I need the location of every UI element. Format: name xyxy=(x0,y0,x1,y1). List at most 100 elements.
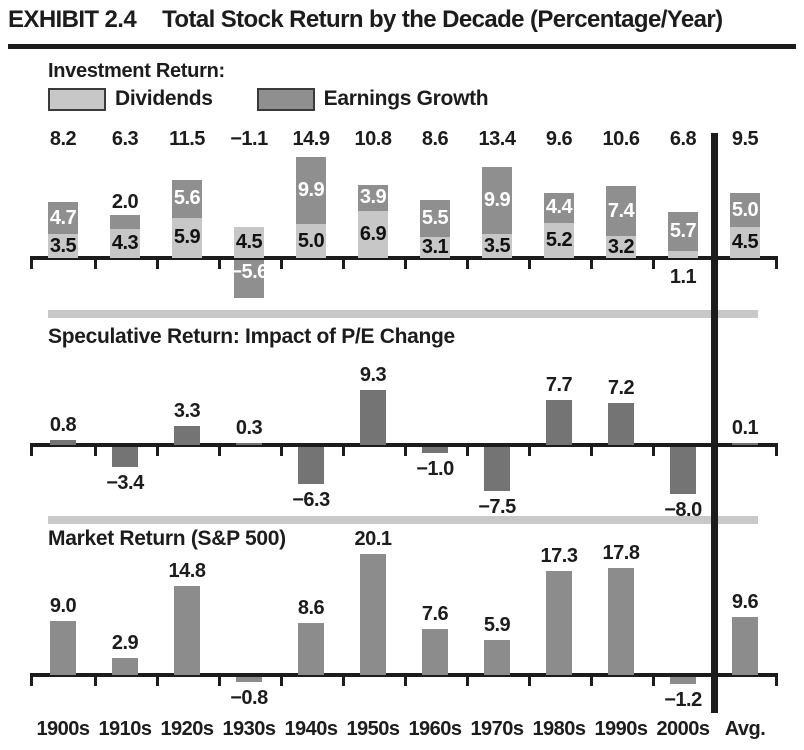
bar-1900s xyxy=(50,621,76,675)
value-label: 9.0 xyxy=(49,595,77,617)
dividends-value-label: 5.2 xyxy=(545,228,573,251)
bar-segment-earnings-1930s: −5.6 xyxy=(230,260,268,299)
total-return-label: 8.6 xyxy=(421,128,449,150)
total-return-label: 14.9 xyxy=(292,128,330,150)
dividends-value-label: 4.5 xyxy=(235,231,263,254)
dividends-value-label: 3.5 xyxy=(49,234,77,257)
bar-1980s xyxy=(546,399,572,445)
dividends-value-label: 4.3 xyxy=(111,231,139,254)
bar-1990s xyxy=(608,568,634,675)
value-label: 0.1 xyxy=(731,417,759,439)
bar-Avg. xyxy=(732,617,758,675)
axis-tick xyxy=(404,445,407,456)
axis-tick xyxy=(342,258,345,269)
value-label: 17.3 xyxy=(540,545,578,568)
bar-segment-dividends-1980s: 5.2 xyxy=(544,222,574,258)
bar-1970s xyxy=(484,447,510,492)
x-axis-label-1950s: 1950s xyxy=(346,718,400,740)
total-return-label: 10.8 xyxy=(354,128,392,150)
dividends-legend-label: Dividends xyxy=(115,87,213,110)
bar-segment-dividends-1960s: 3.1 xyxy=(420,235,450,258)
dividends-value-label: 4.5 xyxy=(731,231,759,254)
bar-segment-earnings-1900s: 4.7 xyxy=(48,202,78,235)
dividends-value-label: 3.1 xyxy=(421,235,449,258)
x-axis-label-1940s: 1940s xyxy=(284,718,338,740)
bar-segment-earnings-1960s: 5.5 xyxy=(420,199,450,237)
total-return-label: 8.2 xyxy=(49,128,77,150)
axis-tick xyxy=(775,675,778,686)
bar-segment-earnings-1940s: 9.9 xyxy=(296,156,326,224)
bar-segment-earnings-1910s xyxy=(110,215,140,229)
bar-1960s xyxy=(422,629,448,675)
value-label: −1.0 xyxy=(416,457,454,480)
axis-tick xyxy=(342,445,345,456)
value-label: 0.8 xyxy=(49,414,77,437)
bar-segment-earnings-1990s: 7.4 xyxy=(606,185,636,237)
bar-1910s xyxy=(112,657,138,675)
earnings-value-label: 3.9 xyxy=(359,186,387,209)
x-axis-label-2000s: 2000s xyxy=(656,718,710,740)
axis-tick xyxy=(590,445,593,456)
dividends-value-label: 5.9 xyxy=(173,226,201,249)
bar-segment-dividends-1920s: 5.9 xyxy=(172,217,202,258)
x-axis-label-1970s: 1970s xyxy=(470,718,524,740)
axis-tick xyxy=(156,258,159,269)
market-return-heading: Market Return (S&P 500) xyxy=(48,527,286,550)
bar-1960s xyxy=(422,447,448,453)
bar-Avg. xyxy=(732,443,758,445)
panel-separator xyxy=(48,310,758,318)
bar-2000s xyxy=(670,677,696,685)
axis-tick xyxy=(528,675,531,686)
axis-tick xyxy=(466,675,469,686)
axis-tick xyxy=(590,675,593,686)
total-return-label: 13.4 xyxy=(478,128,516,150)
earnings-value-label: 5.0 xyxy=(731,198,759,221)
average-divider-line xyxy=(711,133,718,713)
x-axis-label-1930s: 1930s xyxy=(222,718,276,740)
bar-1970s xyxy=(484,639,510,675)
title-rule xyxy=(8,44,796,49)
axis-tick xyxy=(218,445,221,456)
earnings-value-label: 4.4 xyxy=(545,196,573,219)
value-label: 0.3 xyxy=(235,417,263,439)
axis-tick xyxy=(218,258,221,269)
axis-tick xyxy=(280,258,283,269)
value-label: −6.3 xyxy=(292,489,330,512)
value-label: 3.3 xyxy=(173,399,201,422)
axis-tick xyxy=(528,445,531,456)
axis-tick xyxy=(218,675,221,686)
axis-tick xyxy=(590,258,593,269)
earnings-value-label: 9.9 xyxy=(297,178,325,201)
dividends-value-label: 3.5 xyxy=(483,234,511,257)
axis-tick xyxy=(280,445,283,456)
bar-1950s xyxy=(360,390,386,445)
earnings-value-label: 9.9 xyxy=(483,189,511,212)
x-axis-label-1960s: 1960s xyxy=(408,718,462,740)
axis-tick xyxy=(280,675,283,686)
value-label: 7.7 xyxy=(545,373,573,396)
speculative-return-heading: Speculative Return: Impact of P/E Change xyxy=(48,325,455,348)
total-return-label: 9.5 xyxy=(731,128,759,150)
axis-tick xyxy=(466,445,469,456)
bar-1940s xyxy=(298,623,324,675)
value-label: −7.5 xyxy=(478,496,516,519)
dividends-value-label: 6.9 xyxy=(359,223,387,246)
value-label: −1.2 xyxy=(664,689,702,712)
bar-segment-earnings-1950s: 3.9 xyxy=(358,184,388,212)
bar-segment-dividends-1930s: 4.5 xyxy=(234,227,264,258)
x-axis-label-Avg.: Avg. xyxy=(724,718,766,740)
total-return-label: 10.6 xyxy=(602,128,640,150)
bar-segment-dividends-1970s: 3.5 xyxy=(482,234,512,258)
axis-tick xyxy=(528,258,531,269)
bar-1920s xyxy=(174,586,200,675)
bar-2000s xyxy=(670,447,696,495)
dividends-value-label: 1.1 xyxy=(669,266,697,288)
x-axis-label-1920s: 1920s xyxy=(160,718,214,740)
title-text: Total Stock Return by the Decade (Percen… xyxy=(162,6,723,33)
earnings-growth-swatch xyxy=(256,87,315,111)
dividends-swatch xyxy=(48,87,106,111)
total-return-label: 9.6 xyxy=(545,128,573,150)
earnings-value-label: 4.7 xyxy=(49,206,77,229)
bar-segment-dividends-1990s: 3.2 xyxy=(606,236,636,258)
